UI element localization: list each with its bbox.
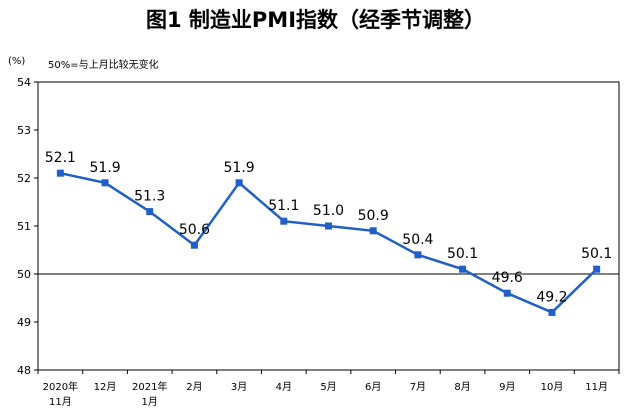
data-label: 51.9 (89, 160, 120, 176)
data-point (190, 241, 198, 249)
data-point (459, 265, 467, 273)
data-label: 50.6 (179, 222, 210, 238)
y-tick-label: 48 (17, 364, 31, 377)
y-axis: 48 49 50 51 52 53 54 (17, 76, 38, 377)
data-point (325, 222, 332, 230)
data-point (280, 217, 288, 225)
data-point (146, 208, 154, 216)
data-label: 50.1 (447, 246, 478, 262)
x-tick-label: 8月 (454, 381, 470, 393)
data-label: 50.4 (402, 232, 433, 248)
y-unit-label: (%) (8, 56, 26, 67)
data-label: 51.0 (313, 203, 344, 219)
y-tick-label: 52 (17, 172, 31, 185)
x-tick-label: 11月 (49, 396, 72, 408)
x-tick-label: 12月 (94, 381, 117, 393)
x-tick-label: 9月 (499, 381, 515, 393)
x-tick-label: 10月 (541, 381, 564, 393)
y-tick-label: 49 (17, 316, 31, 329)
y-tick-label: 51 (17, 220, 31, 233)
x-axis: 2020年 11月 12月 2021年 1月 2月 3月 4月 5月 6月 7月 8月 9月 10月 11月 (37, 370, 620, 408)
y-tick-label: 53 (17, 124, 31, 137)
data-point (56, 169, 64, 177)
x-tick-label: 5月 (320, 381, 336, 393)
data-label: 52.1 (45, 150, 76, 166)
data-label: 51.1 (268, 198, 299, 214)
data-point (369, 227, 377, 235)
data-point (593, 265, 601, 273)
data-label: 51.9 (224, 160, 255, 176)
data-label: 49.6 (492, 270, 523, 286)
y-tick-label: 54 (17, 76, 31, 89)
data-point (101, 179, 109, 187)
x-tick-label: 2月 (186, 381, 202, 393)
y-tick-label: 50 (17, 268, 31, 281)
x-tick-label: 2021年 (132, 380, 167, 393)
x-tick-label: 6月 (365, 381, 381, 393)
chart-note: 50%=与上月比较无变化 (48, 60, 159, 71)
data-point (414, 251, 422, 259)
data-point (548, 308, 556, 316)
x-tick-label: 7月 (410, 381, 426, 393)
x-tick-label: 11月 (585, 381, 608, 393)
data-labels: 52.1 51.9 51.3 50.6 51.9 51.1 51.0 50.9 50.4 50.1… (45, 150, 612, 305)
x-tick-label: 2020年 (43, 380, 78, 393)
data-point (503, 289, 511, 297)
data-point (235, 179, 243, 187)
data-label: 50.1 (581, 246, 612, 262)
data-label: 51.3 (134, 189, 165, 205)
x-tick-label: 4月 (276, 381, 292, 393)
data-label: 49.2 (536, 289, 567, 305)
chart-title: 图1 制造业PMI指数（经季节调整） (145, 8, 486, 32)
data-label: 50.9 (358, 208, 389, 224)
data-points (56, 169, 601, 316)
x-tick-label: 3月 (231, 381, 247, 393)
x-tick-label: 1月 (142, 396, 158, 408)
